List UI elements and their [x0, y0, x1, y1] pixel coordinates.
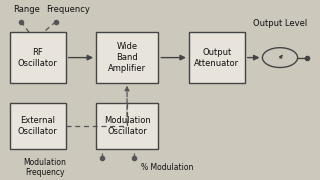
Text: Wide
Band
Amplifier: Wide Band Amplifier	[108, 42, 146, 73]
Text: External
Oscillator: External Oscillator	[18, 116, 58, 136]
Bar	[10, 103, 66, 149]
Text: RF
Oscillator: RF Oscillator	[18, 48, 58, 68]
Text: Output
Attenuator: Output Attenuator	[194, 48, 239, 68]
Text: Frequency: Frequency	[46, 5, 90, 14]
Text: Modulation
Oscillator: Modulation Oscillator	[104, 116, 151, 136]
Text: Output Level: Output Level	[253, 19, 307, 28]
Text: Modulation
Frequency: Modulation Frequency	[23, 158, 66, 177]
Text: % Modulation: % Modulation	[141, 163, 193, 172]
Bar	[189, 32, 245, 83]
Bar	[96, 32, 158, 83]
Bar	[96, 103, 158, 149]
Text: Range: Range	[13, 5, 40, 14]
Bar	[10, 32, 66, 83]
